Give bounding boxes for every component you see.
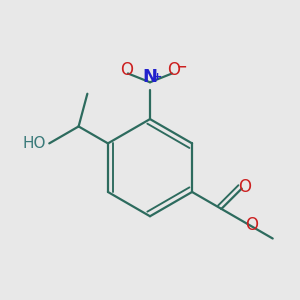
Text: +: +	[153, 72, 162, 82]
Text: O: O	[167, 61, 180, 80]
Text: O: O	[238, 178, 251, 196]
Text: O: O	[245, 216, 258, 234]
Text: −: −	[176, 61, 187, 74]
Text: O: O	[120, 61, 133, 80]
Text: HO: HO	[23, 136, 46, 151]
Text: N: N	[142, 68, 158, 86]
